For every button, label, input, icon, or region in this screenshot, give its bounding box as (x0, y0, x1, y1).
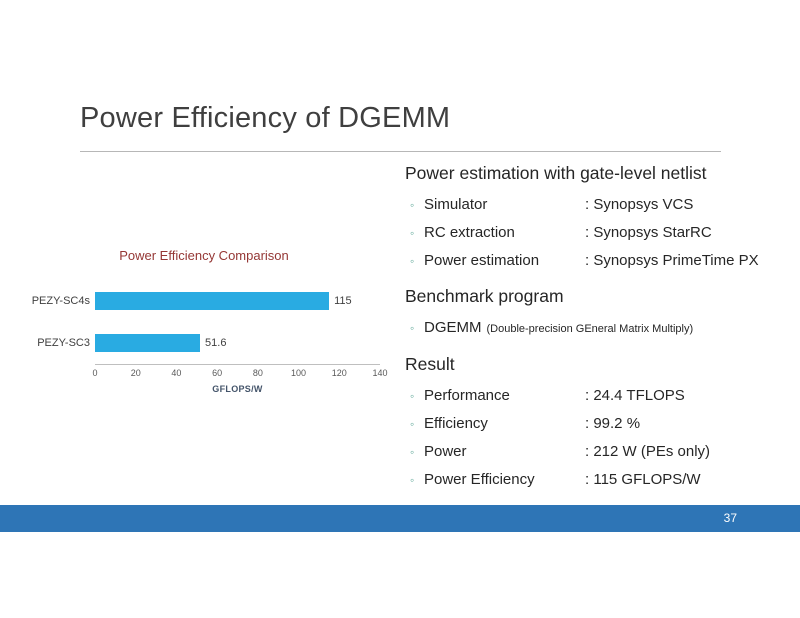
x-tick: 140 (372, 368, 388, 378)
x-tick: 60 (212, 368, 223, 378)
item-value: : Synopsys VCS (585, 196, 694, 213)
bullet-icon: ◦ (410, 198, 415, 212)
chart-row-pezy-sc3: PEZY-SC3 51.6 (28, 322, 380, 364)
item-label: Simulator (424, 196, 488, 213)
bullet-icon: ◦ (410, 321, 415, 335)
item-value: : Synopsys PrimeTime PX (585, 252, 759, 269)
x-tick: 40 (171, 368, 182, 378)
item-value: : 115 GFLOPS/W (585, 471, 701, 488)
item-value: : Synopsys StarRC (585, 224, 712, 241)
page-number: 37 (723, 511, 737, 525)
list-item: ◦ Simulator : Synopsys VCS (405, 191, 765, 219)
bar-value-label: 115 (334, 295, 352, 307)
bullet-icon: ◦ (410, 389, 415, 403)
item-note: (Double-precision GEneral Matrix Multipl… (486, 323, 694, 335)
list-item: ◦ Power estimation : Synopsys PrimeTime … (405, 247, 765, 275)
list-item: ◦ Power : 212 W (PEs only) (405, 438, 765, 466)
category-label: PEZY-SC4s (31, 295, 90, 307)
item-value: : 24.4 TFLOPS (585, 387, 685, 404)
section-heading: Benchmark program (405, 286, 564, 306)
bar-track: 115 (95, 292, 380, 310)
category-label: PEZY-SC3 (37, 337, 90, 349)
item-value: : 99.2 % (585, 415, 641, 432)
list-item: ◦ Efficiency : 99.2 % (405, 410, 765, 438)
list-item: ◦ DGEMM (Double-precision GEneral Matrix… (405, 314, 765, 343)
title-divider (80, 151, 721, 152)
chart-row-pezy-sc4s: PEZY-SC4s 115 (28, 280, 380, 322)
section-power-estimation: Power estimation with gate-level netlist… (405, 162, 765, 275)
x-tick: 20 (130, 368, 141, 378)
item-label: RC extraction (424, 224, 515, 241)
x-tick: 0 (92, 368, 98, 378)
bar-pezy-sc4s (95, 292, 330, 310)
power-efficiency-chart: Power Efficiency Comparison PEZY-SC4s 11… (28, 248, 388, 394)
item-value: : 212 W (PEs only) (585, 443, 711, 460)
item-label: DGEMM (424, 319, 482, 336)
item-label: Efficiency (424, 415, 488, 432)
section-heading: Result (405, 354, 455, 374)
x-axis-label: GFLOPS/W (212, 384, 263, 394)
x-tick: 80 (252, 368, 263, 378)
content-column: Power estimation with gate-level netlist… (405, 162, 765, 504)
bullet-icon: ◦ (410, 473, 415, 487)
bullet-icon: ◦ (410, 226, 415, 240)
item-label: Performance (424, 387, 510, 404)
item-label: Power Efficiency (424, 471, 535, 488)
bar-value-label: 51.6 (205, 337, 227, 349)
footer-bar: 37 (0, 505, 800, 532)
item-label: Power estimation (424, 252, 540, 269)
x-axis: 0 20 40 60 80 100 120 140 (92, 364, 388, 380)
item-label: Power (424, 443, 467, 460)
section-result: Result ◦ Performance : 24.4 TFLOPS ◦ Eff… (405, 353, 765, 494)
x-tick: 100 (291, 368, 307, 378)
bullet-icon: ◦ (410, 445, 415, 459)
list-item: ◦ Performance : 24.4 TFLOPS (405, 382, 765, 410)
chart-title: Power Efficiency Comparison (119, 248, 289, 263)
x-tick: 120 (331, 368, 347, 378)
section-benchmark-program: Benchmark program ◦ DGEMM (Double-precis… (405, 285, 765, 343)
list-item: ◦ Power Efficiency : 115 GFLOPS/W (405, 466, 765, 494)
bar-track: 51.6 (95, 334, 380, 352)
list-item: ◦ RC extraction : Synopsys StarRC (405, 219, 765, 247)
bullet-icon: ◦ (410, 254, 415, 268)
page-title: Power Efficiency of DGEMM (80, 102, 451, 134)
section-heading: Power estimation with gate-level netlist (405, 163, 707, 183)
bar-pezy-sc3 (95, 334, 201, 352)
bullet-icon: ◦ (410, 417, 415, 431)
